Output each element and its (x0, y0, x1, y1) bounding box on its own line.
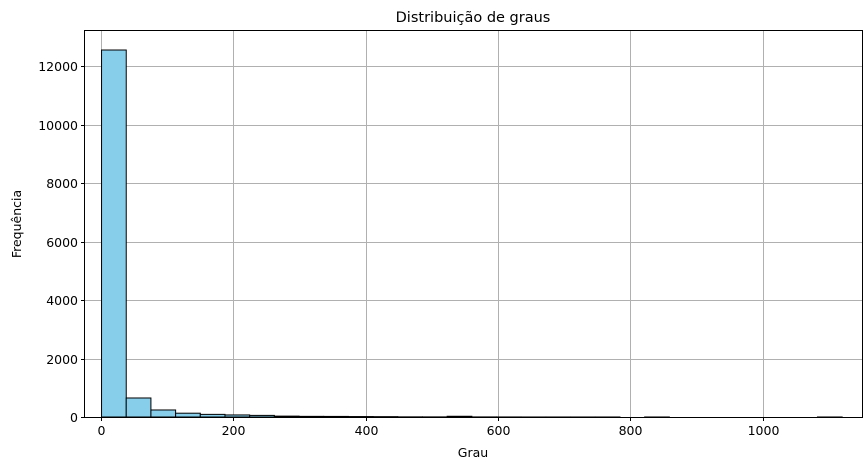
x-tick-label: 0 (98, 423, 106, 438)
histogram-bar (175, 412, 201, 418)
grid-lines (85, 31, 862, 418)
y-axis-ticks: 0 2000 4000 6000 8000 10000 12000 (38, 59, 85, 425)
y-tick-label: 6000 (46, 235, 78, 250)
histogram-bar (273, 415, 300, 418)
histogram-bar (101, 49, 127, 418)
x-axis-title: Grau (458, 445, 488, 460)
x-axis-ticks: 0 200 400 600 800 1000 (98, 417, 780, 438)
y-tick-label: 10000 (38, 118, 78, 133)
y-axis-title: Frequência (9, 190, 24, 258)
x-tick-label: 200 (222, 423, 246, 438)
histogram-bar (323, 415, 349, 418)
y-tick-label: 0 (70, 410, 78, 425)
plot-frame (84, 30, 863, 418)
histogram-bar (249, 414, 275, 418)
y-tick-label: 4000 (46, 293, 78, 308)
histogram-bar (298, 415, 325, 418)
histogram-bar (446, 415, 473, 418)
y-tick-label: 12000 (38, 59, 78, 74)
histogram-bar (150, 409, 177, 418)
x-tick-label: 1000 (748, 423, 780, 438)
histogram-bar (125, 397, 152, 418)
x-tick-label: 800 (619, 423, 643, 438)
y-tick-label: 2000 (46, 352, 78, 367)
x-tick-label: 400 (355, 423, 379, 438)
x-tick-label: 600 (487, 423, 511, 438)
y-tick-label: 8000 (46, 176, 78, 191)
histogram-bar (224, 414, 251, 418)
histogram-bar (199, 413, 226, 418)
histogram-bars (101, 49, 843, 418)
chart-title: Distribuição de graus (396, 10, 551, 26)
